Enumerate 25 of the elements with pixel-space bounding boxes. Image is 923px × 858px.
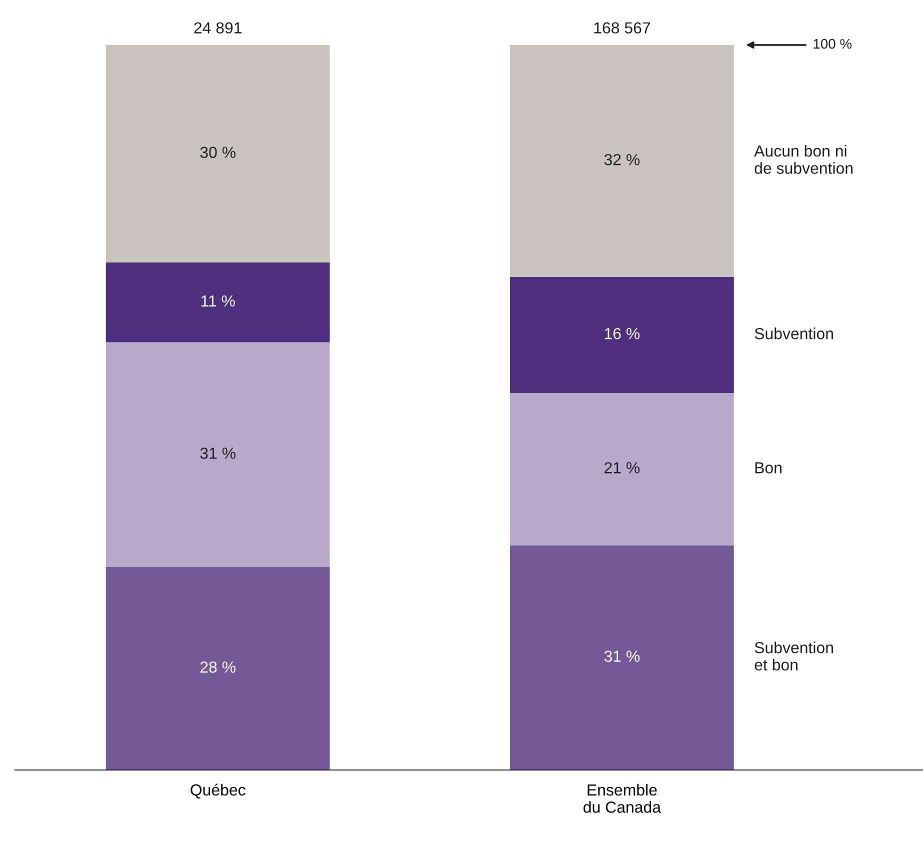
data-label: 31 %	[200, 448, 236, 459]
bar	[510, 45, 734, 277]
x-tick-label: Ensemble du Canada	[584, 784, 662, 813]
annotation: 168 567	[594, 22, 650, 34]
annotation: 24 891	[194, 22, 242, 34]
data-label: 11 %	[201, 295, 235, 307]
data-label: 31 %	[604, 650, 640, 662]
series-label: Subvention	[754, 328, 833, 340]
data-label: 30 %	[200, 146, 236, 158]
data-label: 21 %	[604, 462, 640, 474]
bar	[106, 45, 330, 262]
bar	[510, 545, 734, 770]
bar	[106, 342, 330, 567]
annotation: 100 %	[814, 38, 852, 49]
data-label: 32 %	[604, 154, 640, 166]
bar	[510, 393, 734, 546]
data-label: 16 %	[604, 328, 640, 340]
bar	[106, 567, 330, 770]
series-label: Bon	[755, 462, 782, 474]
data-label: 28 %	[200, 661, 236, 673]
bar	[510, 277, 734, 393]
series-label: Subvention et bon	[754, 642, 833, 671]
series-label: Aucun bon ni de subvention	[754, 144, 853, 174]
bar	[106, 262, 330, 342]
x-tick-label: Québec	[190, 784, 246, 798]
